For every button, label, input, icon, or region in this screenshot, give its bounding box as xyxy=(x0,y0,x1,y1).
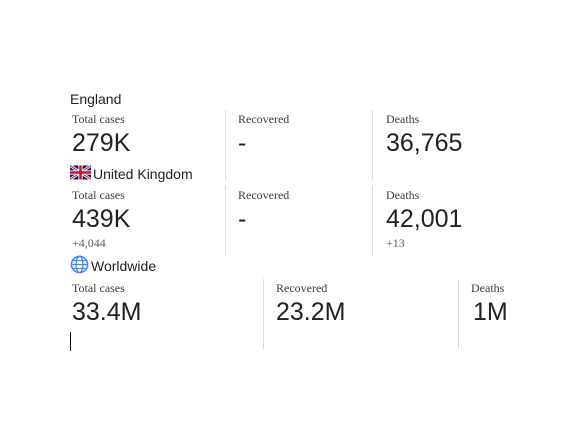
text-cursor xyxy=(70,332,71,351)
stat-recovered: Recovered - xyxy=(225,186,373,256)
stat-label: Recovered xyxy=(238,188,290,202)
stat-label: Deaths xyxy=(386,188,420,202)
stat-label: Recovered xyxy=(276,281,328,295)
stat-value: 23.2M xyxy=(276,298,346,326)
stat-recovered: Recovered - xyxy=(225,110,373,180)
region-title-england: England xyxy=(70,91,121,107)
stat-value: 279K xyxy=(72,129,131,157)
stat-value: - xyxy=(238,129,247,157)
stat-label: Total cases xyxy=(72,281,125,295)
region-name: United Kingdom xyxy=(93,166,193,182)
stat-value: 33.4M xyxy=(72,298,142,326)
stat-delta: +4,044 xyxy=(72,236,106,250)
stat-label: Recovered xyxy=(238,112,290,126)
region-title-united-kingdom: United Kingdom xyxy=(69,163,193,182)
stat-recovered: Recovered 23.2M xyxy=(263,279,459,349)
region-name: Worldwide xyxy=(91,258,157,274)
uk-flag-icon xyxy=(69,163,92,182)
stat-label: Total cases xyxy=(72,112,125,126)
stat-total-cases: Total cases 279K xyxy=(70,110,225,180)
stat-delta: +13 xyxy=(386,236,405,250)
stat-label: Total cases xyxy=(72,188,125,202)
stat-label: Deaths xyxy=(471,281,505,295)
stat-deaths: Deaths 36,765 xyxy=(372,110,523,180)
stat-total-cases: Total cases 33.4M xyxy=(70,279,263,349)
stat-value: 439K xyxy=(72,205,131,233)
region-name: England xyxy=(70,91,122,107)
stat-label: Deaths xyxy=(386,112,420,126)
stat-value: - xyxy=(238,205,247,233)
globe-icon xyxy=(70,255,89,274)
stat-value: 1M xyxy=(473,298,508,326)
stat-value: 36,765 xyxy=(386,129,463,157)
stat-value: 42,001 xyxy=(386,205,463,233)
region-title-worldwide: Worldwide xyxy=(70,255,156,274)
stat-total-cases: Total cases 439K +4,044 xyxy=(70,186,225,256)
stat-deaths: Deaths 42,001 +13 xyxy=(372,186,523,256)
stat-deaths: Deaths 1M xyxy=(458,279,539,349)
